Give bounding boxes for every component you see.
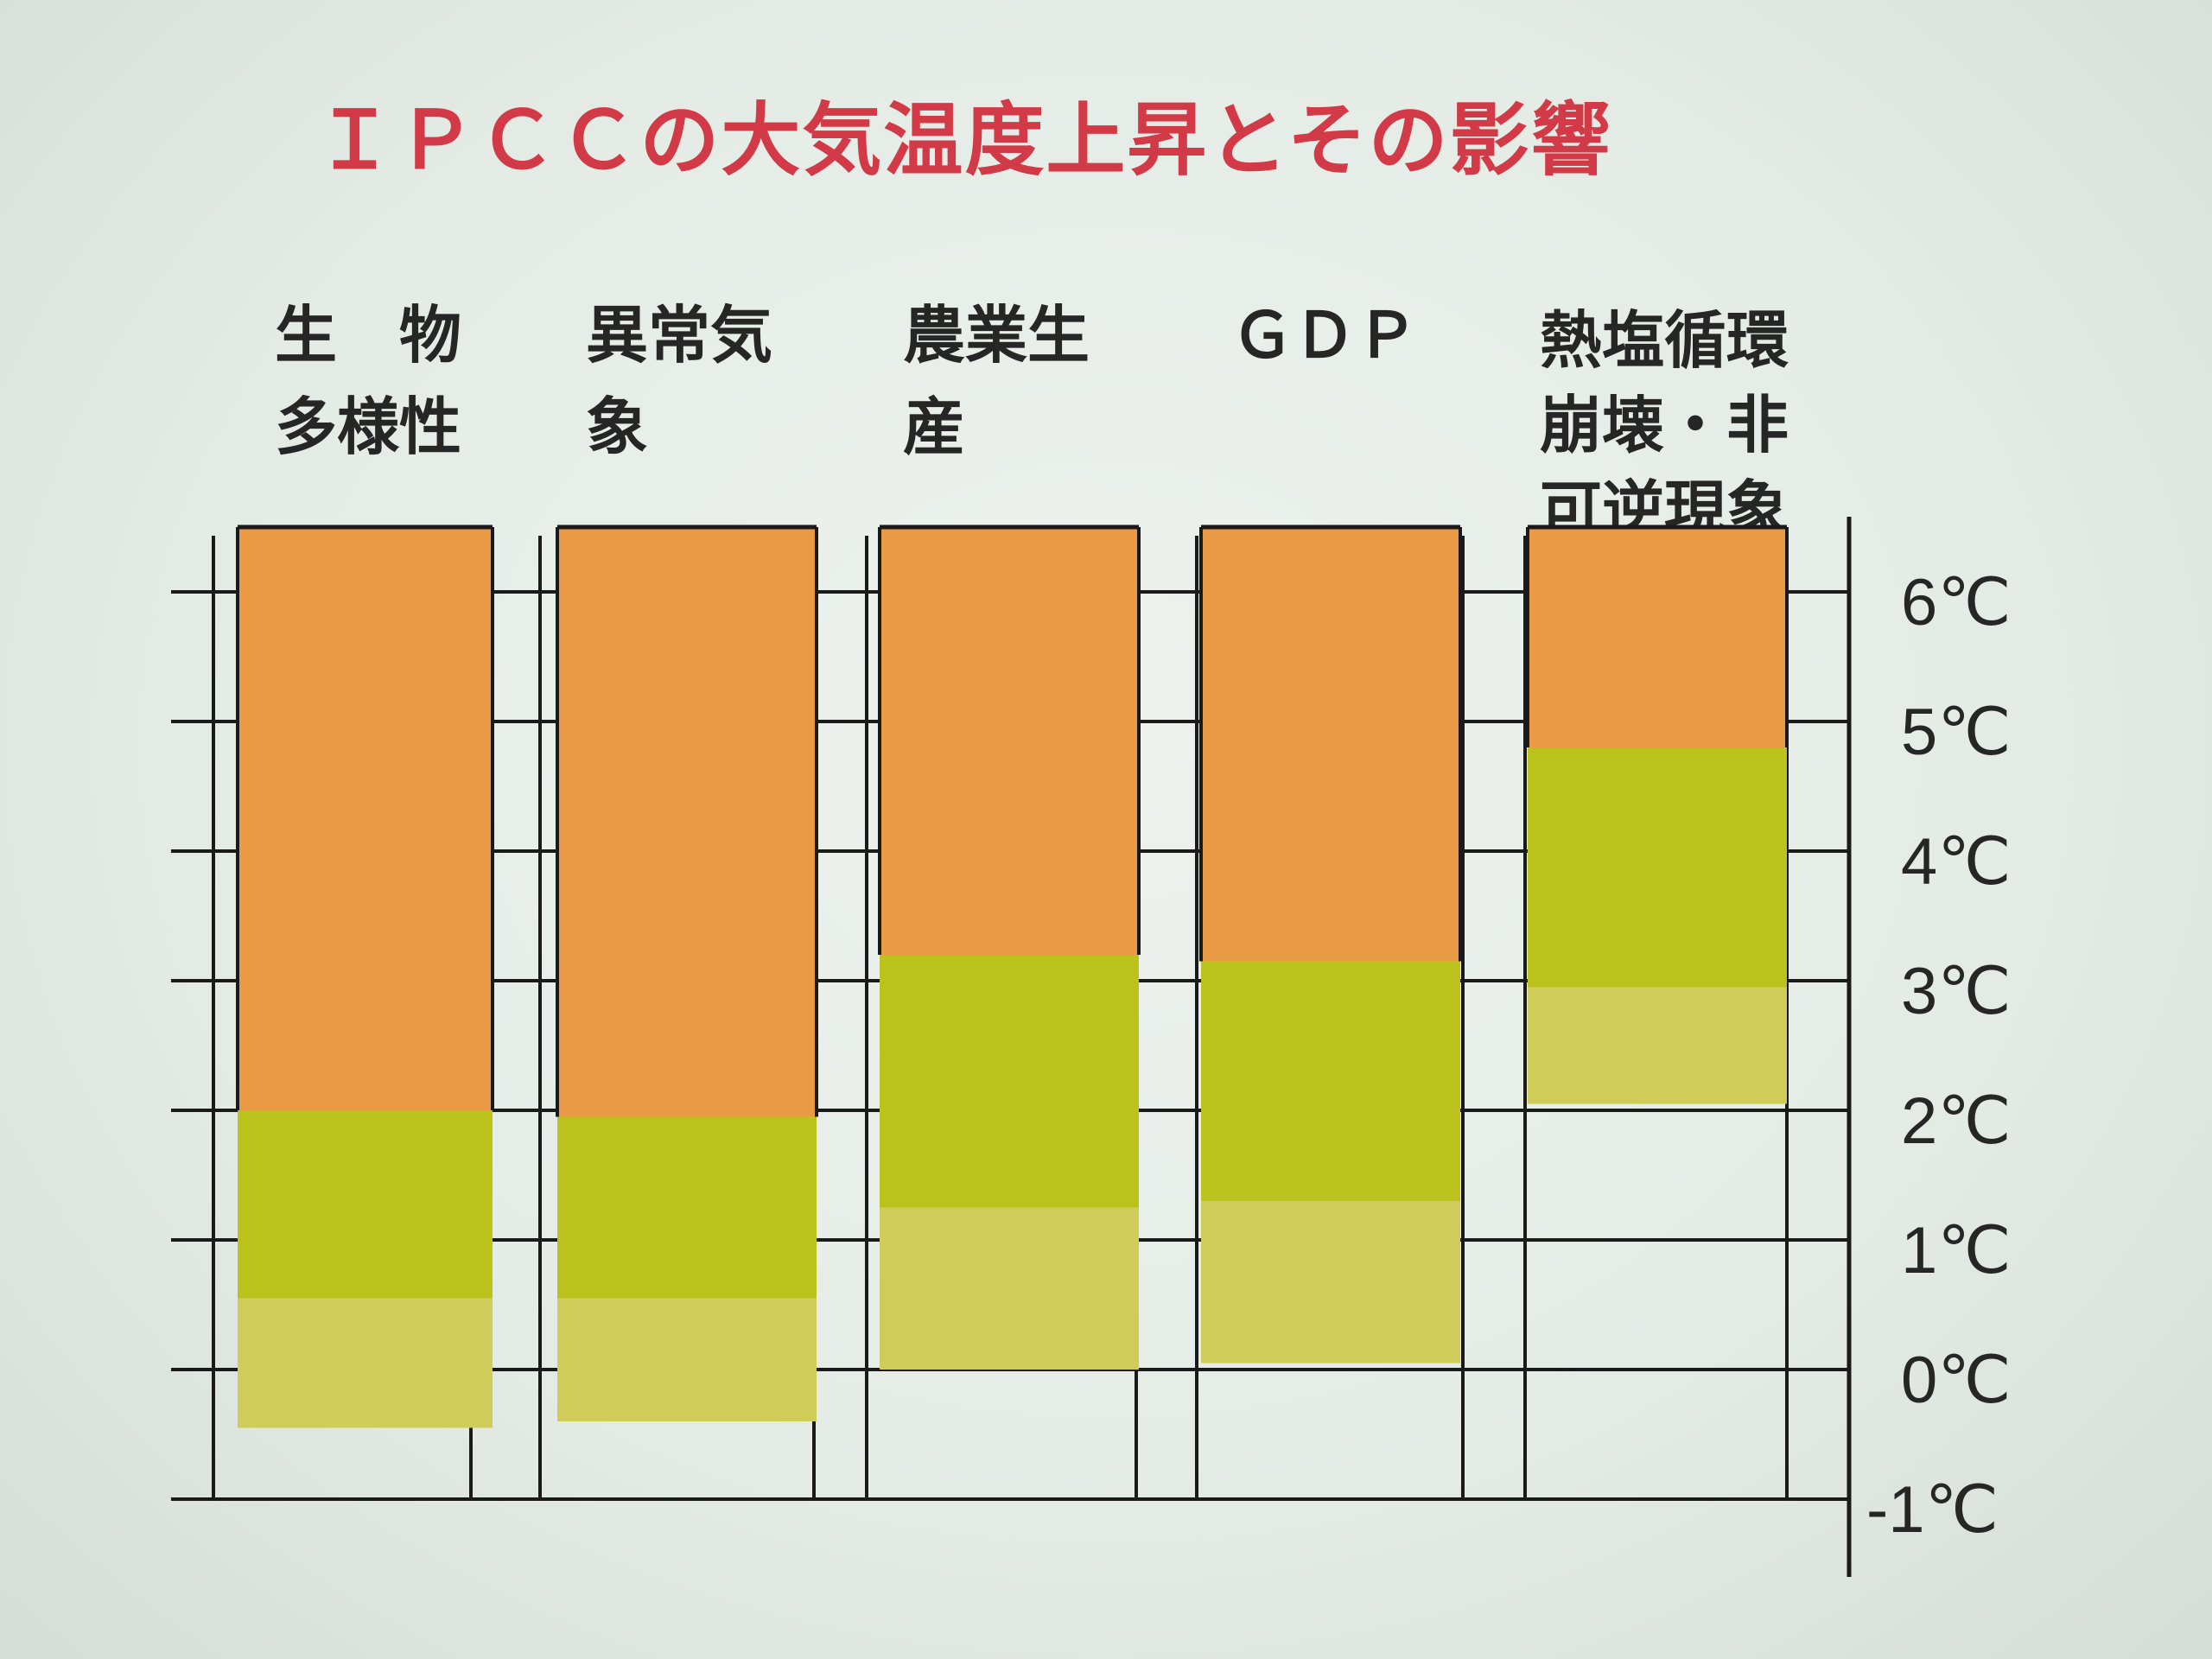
category-label-extreme-weather: 異常気 象: [586, 299, 773, 463]
bar-segment-s3-c2: [557, 527, 817, 1117]
bar-segment-s2-c1: [238, 1110, 493, 1299]
bar-segment-s3-c1: [238, 527, 493, 1110]
category-label-agriculture: 農業生 産: [903, 299, 1090, 463]
y-tick-5: 5℃: [1901, 696, 2012, 769]
category-label-gdp: ＧＤＰ: [1231, 299, 1419, 372]
y-tick-2: 2℃: [1901, 1084, 2012, 1158]
bar-segment-s1-c3: [880, 1207, 1139, 1370]
y-tick-minus-1: -1℃: [1866, 1473, 1999, 1547]
bar-segment-s2-c2: [557, 1116, 817, 1299]
bar-segment-s2-c3: [880, 955, 1139, 1208]
y-tick-1: 1℃: [1901, 1214, 2012, 1287]
chart-title: ＩＰＣＣの大気温度上昇とその影響: [315, 94, 1612, 187]
bar-segment-s2-c5: [1528, 747, 1787, 988]
bar-segment-s1-c2: [557, 1298, 817, 1421]
bar-segment-s3-c3: [880, 527, 1139, 955]
bar-segment-s1-c4: [1201, 1201, 1460, 1363]
bar-segment-s1-c5: [1528, 987, 1787, 1104]
y-tick-3: 3℃: [1901, 955, 2012, 1028]
bar-segment-s1-c1: [238, 1298, 493, 1428]
y-tick-0: 0℃: [1901, 1344, 2012, 1417]
bar-segment-s2-c4: [1201, 961, 1460, 1201]
bar-segment-s3-c5: [1528, 527, 1787, 747]
bar-segment-s3-c4: [1201, 527, 1460, 962]
category-label-biodiversity: 生 物 多様性: [275, 299, 462, 463]
y-tick-6: 6℃: [1901, 566, 2012, 639]
y-tick-4: 4℃: [1901, 825, 2012, 899]
